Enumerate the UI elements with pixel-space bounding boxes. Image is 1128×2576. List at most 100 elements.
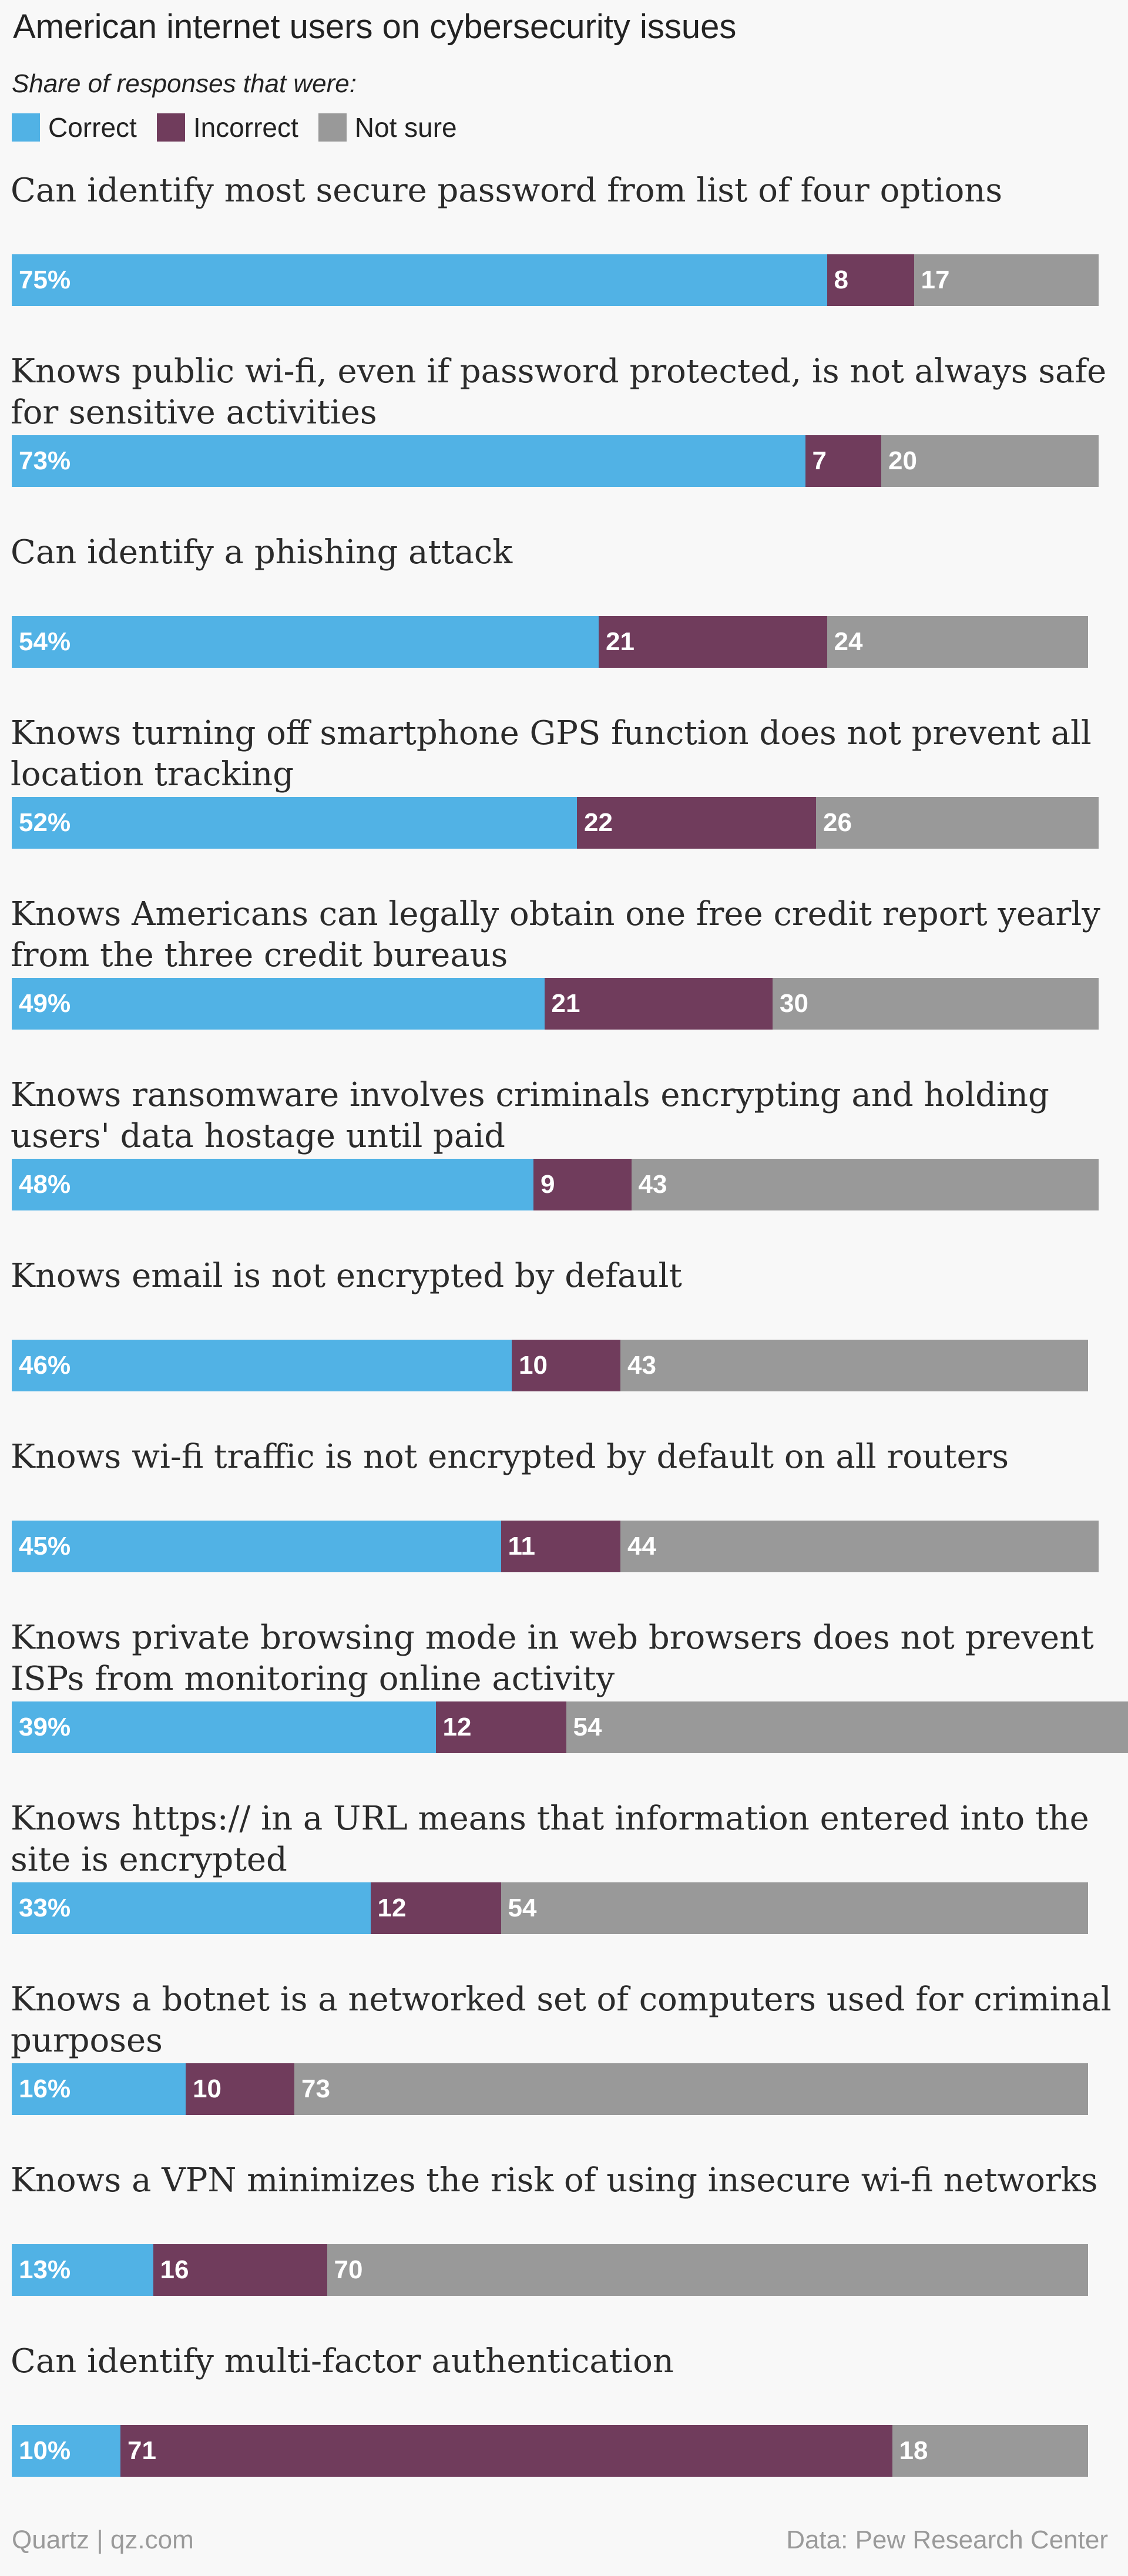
bar-segment-correct: 46% <box>12 1340 512 1391</box>
category-label: Can identify most secure password from l… <box>11 171 1003 210</box>
bar-segment-not-sure: 43 <box>631 1159 1099 1210</box>
bar-value-label: 21 <box>606 627 634 656</box>
bar-segment-not-sure: 26 <box>816 797 1099 849</box>
bar-segment-correct: 10% <box>12 2425 120 2477</box>
legend-swatch <box>12 113 40 142</box>
bar-value-label: 54 <box>573 1713 602 1741</box>
bar-value-label: 10 <box>519 1351 548 1380</box>
category-label: Knows wi-fi traffic is not encrypted by … <box>11 1438 1009 1476</box>
bar-value-label: 43 <box>638 1170 667 1199</box>
bar-value-label: 16 <box>160 2255 189 2284</box>
bar-segment-not-sure: 20 <box>881 435 1099 487</box>
bar-segment-correct: 52% <box>12 797 577 849</box>
bar-value-label: 45% <box>19 1532 71 1561</box>
bar-segment-incorrect: 21 <box>599 616 827 668</box>
bar-value-label: 48% <box>19 1170 71 1199</box>
bar-segment-incorrect: 71 <box>120 2425 892 2477</box>
bar-value-label: 54 <box>508 1894 537 1922</box>
legend-swatch <box>318 113 347 142</box>
bar-value-label: 30 <box>780 989 808 1018</box>
bar-value-label: 13% <box>19 2255 71 2284</box>
chart-title: American internet users on cybersecurity… <box>13 8 737 46</box>
legend-item-correct: Correct <box>12 112 137 143</box>
bar-value-label: 73 <box>301 2074 330 2103</box>
legend-label: Not sure <box>354 112 457 143</box>
bar-segment-correct: 49% <box>12 978 545 1030</box>
bar-segment-not-sure: 43 <box>620 1340 1088 1391</box>
bar-value-label: 39% <box>19 1713 71 1741</box>
bar-segment-not-sure: 24 <box>827 616 1088 668</box>
bar-segment-incorrect: 10 <box>186 2063 294 2115</box>
bar-segment-incorrect: 21 <box>544 978 773 1030</box>
category-label: Knows email is not encrypted by default <box>11 1257 682 1295</box>
bar-value-label: 22 <box>584 808 613 837</box>
footer-credit: Data: Pew Research Center <box>786 2525 1108 2554</box>
bar-segment-incorrect: 10 <box>512 1340 620 1391</box>
bar-value-label: 52% <box>19 808 71 837</box>
category-label: Knows turning off smartphone GPS functio… <box>11 714 1092 793</box>
category-label: Knows Americans can legally obtain one f… <box>11 895 1100 974</box>
bar-value-label: 26 <box>823 808 852 837</box>
bar-segment-correct: 39% <box>12 1701 436 1753</box>
bar-segment-correct: 16% <box>12 2063 186 2115</box>
legend: Correct Incorrect Not sure <box>12 112 477 143</box>
bar-segment-not-sure: 18 <box>892 2425 1088 2477</box>
legend-item-incorrect: Incorrect <box>156 112 298 143</box>
bar-segment-correct: 45% <box>12 1521 501 1572</box>
bar-segment-correct: 13% <box>12 2244 153 2296</box>
bar-segment-not-sure: 54 <box>566 1701 1128 1753</box>
bar-segment-not-sure: 44 <box>620 1521 1099 1572</box>
bar-segment-incorrect: 8 <box>827 254 914 306</box>
bar-value-label: 11 <box>508 1532 536 1561</box>
bar-segment-correct: 48% <box>12 1159 533 1210</box>
category-label: Knows ransomware involves criminals encr… <box>11 1076 1049 1155</box>
bar-value-label: 54% <box>19 627 71 656</box>
chart-subtitle: Share of responses that were: <box>12 69 357 98</box>
bar-value-label: 20 <box>888 446 917 475</box>
legend-item-not-sure: Not sure <box>318 112 457 143</box>
bar-value-label: 17 <box>921 265 950 294</box>
bar-segment-not-sure: 70 <box>327 2244 1088 2296</box>
bar-segment-incorrect: 16 <box>153 2244 327 2296</box>
bar-value-label: 12 <box>377 1894 407 1922</box>
bar-segment-incorrect: 9 <box>533 1159 632 1210</box>
bar-segment-not-sure: 30 <box>773 978 1099 1030</box>
category-label: Knows public wi-fi, even if password pro… <box>11 352 1107 432</box>
bar-value-label: 12 <box>442 1713 472 1741</box>
bar-value-label: 33% <box>19 1894 71 1922</box>
category-label: Can identify a phishing attack <box>11 533 513 571</box>
bar-segment-correct: 33% <box>12 1882 371 1934</box>
bar-segment-not-sure: 54 <box>501 1882 1088 1934</box>
legend-label: Incorrect <box>193 112 298 143</box>
category-label: Knows a botnet is a networked set of com… <box>11 1980 1112 2060</box>
bar-segment-correct: 54% <box>12 616 599 668</box>
bar-segment-not-sure: 73 <box>294 2063 1088 2115</box>
bar-value-label: 9 <box>540 1170 555 1199</box>
category-label: Knows private browsing mode in web brows… <box>11 1619 1094 1698</box>
bar-value-label: 21 <box>551 989 580 1018</box>
bar-segment-correct: 73% <box>12 435 805 487</box>
bar-value-label: 70 <box>334 2255 363 2284</box>
bar-segment-incorrect: 22 <box>577 797 816 849</box>
category-label: Knows a VPN minimizes the risk of using … <box>11 2161 1098 2200</box>
category-label: Can identify multi-factor authentication <box>11 2342 674 2380</box>
bar-value-label: 49% <box>19 989 71 1018</box>
bar-value-label: 24 <box>834 627 863 656</box>
bar-value-label: 73% <box>19 446 71 475</box>
bar-segment-correct: 75% <box>12 254 827 306</box>
footer-source: Quartz | qz.com <box>12 2525 194 2554</box>
bar-segment-not-sure: 17 <box>914 254 1099 306</box>
bar-value-label: 75% <box>19 265 71 294</box>
bar-segment-incorrect: 11 <box>501 1521 620 1572</box>
legend-label: Correct <box>48 112 137 143</box>
bar-segment-incorrect: 12 <box>370 1882 501 1934</box>
category-label: Knows https:// in a URL means that infor… <box>11 1800 1089 1879</box>
bar-value-label: 18 <box>899 2436 928 2465</box>
bar-value-label: 71 <box>127 2436 156 2465</box>
bar-value-label: 44 <box>627 1532 656 1561</box>
bar-segment-incorrect: 12 <box>435 1701 566 1753</box>
bar-value-label: 46% <box>19 1351 71 1380</box>
bar-value-label: 10% <box>19 2436 71 2465</box>
legend-swatch <box>156 113 185 142</box>
